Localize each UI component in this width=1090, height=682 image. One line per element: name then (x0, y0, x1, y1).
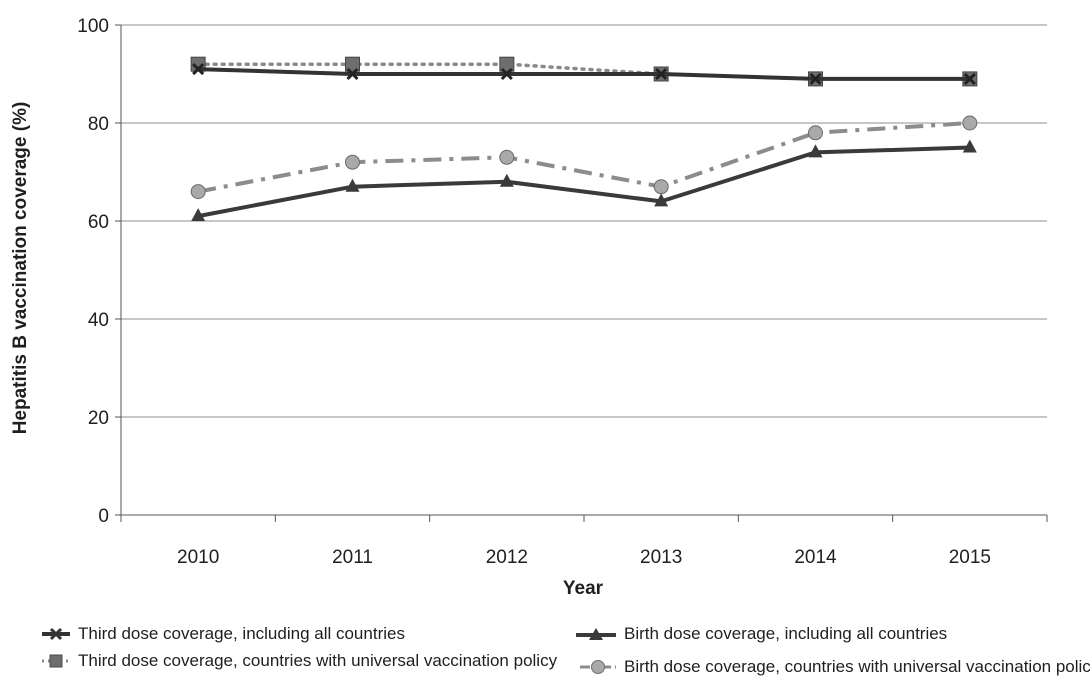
series-line-3 (197, 121, 970, 194)
data-point-s2-2010 (191, 208, 206, 222)
legend-label-third-dose-universal: Third dose coverage, countries with univ… (78, 651, 558, 670)
data-point-s0-2010 (192, 63, 205, 76)
data-point-s0-2011 (346, 67, 359, 81)
y-tick-label-60: 60 (88, 212, 109, 233)
y-tick-label-0: 0 (98, 506, 109, 527)
legend-item-third-dose-all: Third dose coverage, including all count… (40, 624, 405, 644)
line-chart: 0 20 40 60 80 100 2010 2011 2012 2013 2014 2015 Yea… (10, 16, 1048, 599)
legend-item-third-dose-universal: Third dose coverage, countries with univ… (40, 651, 557, 671)
data-point-s0-2012 (500, 67, 513, 81)
series-0 (192, 63, 976, 85)
data-point-s2-2013 (654, 193, 669, 207)
data-point-s3-2015 (962, 115, 978, 131)
data-point-s2-2015 (962, 139, 977, 153)
legend-label-birth-dose-universal: Birth dose coverage, countries with univ… (624, 657, 1090, 676)
y-tick-label-20: 20 (88, 408, 109, 429)
data-point-s2-2011 (345, 178, 360, 192)
axes (115, 24, 1048, 522)
x-tick-label-2011: 2011 (332, 547, 373, 568)
data-point-s2-2014 (808, 144, 823, 158)
y-tick-label-100: 100 (77, 16, 109, 37)
x-tick-label-2012: 2012 (486, 547, 528, 568)
legend-marker-birth-dose-all (576, 628, 616, 640)
legend-marker-birth-dose-universal (580, 660, 616, 674)
data-point-s1-2011 (345, 56, 360, 72)
y-axis-title: Hepatitis B vaccination coverage (%) (10, 102, 31, 435)
legend-item-birth-dose-universal: Birth dose coverage, countries with univ… (578, 657, 1090, 677)
data-point-s3-2012 (499, 149, 515, 165)
legend-label-birth-dose-all: Birth dose coverage, including all count… (624, 624, 948, 643)
legend-label-third-dose-all: Third dose coverage, including all count… (78, 624, 405, 643)
series-2 (191, 139, 977, 222)
x-tick-label-2010: 2010 (177, 547, 219, 568)
data-point-s3-2010 (190, 184, 206, 200)
x-tick-label-2015: 2015 (949, 547, 991, 568)
legend-marker-third-dose-universal (42, 654, 70, 668)
data-point-s3-2014 (808, 125, 823, 141)
legend-item-birth-dose-all: Birth dose coverage, including all count… (574, 624, 947, 644)
x-axis-title: Year (563, 578, 604, 599)
data-point-s2-2012 (499, 173, 514, 187)
x-tick-label-2013: 2013 (640, 547, 682, 568)
series-lines (190, 56, 978, 222)
data-point-s0-2015 (963, 72, 976, 85)
data-point-s3-2011 (345, 154, 360, 170)
series-line-0 (198, 67, 970, 81)
data-point-s0-2014 (809, 72, 822, 85)
data-point-s1-2012 (499, 56, 515, 72)
data-point-s3-2013 (653, 179, 669, 195)
y-tick-label-80: 80 (88, 114, 109, 135)
series-line-2 (197, 145, 970, 219)
data-point-s0-2013 (655, 67, 668, 81)
x-tick-label-2014: 2014 (794, 547, 837, 568)
gridlines (121, 24, 1047, 418)
y-tick-label-40: 40 (88, 310, 109, 331)
series-3 (190, 115, 978, 200)
legend-marker-third-dose-all (42, 627, 70, 641)
tick-labels: 0 20 40 60 80 100 2010 2011 2012 2013 2014 2015 (77, 16, 991, 568)
